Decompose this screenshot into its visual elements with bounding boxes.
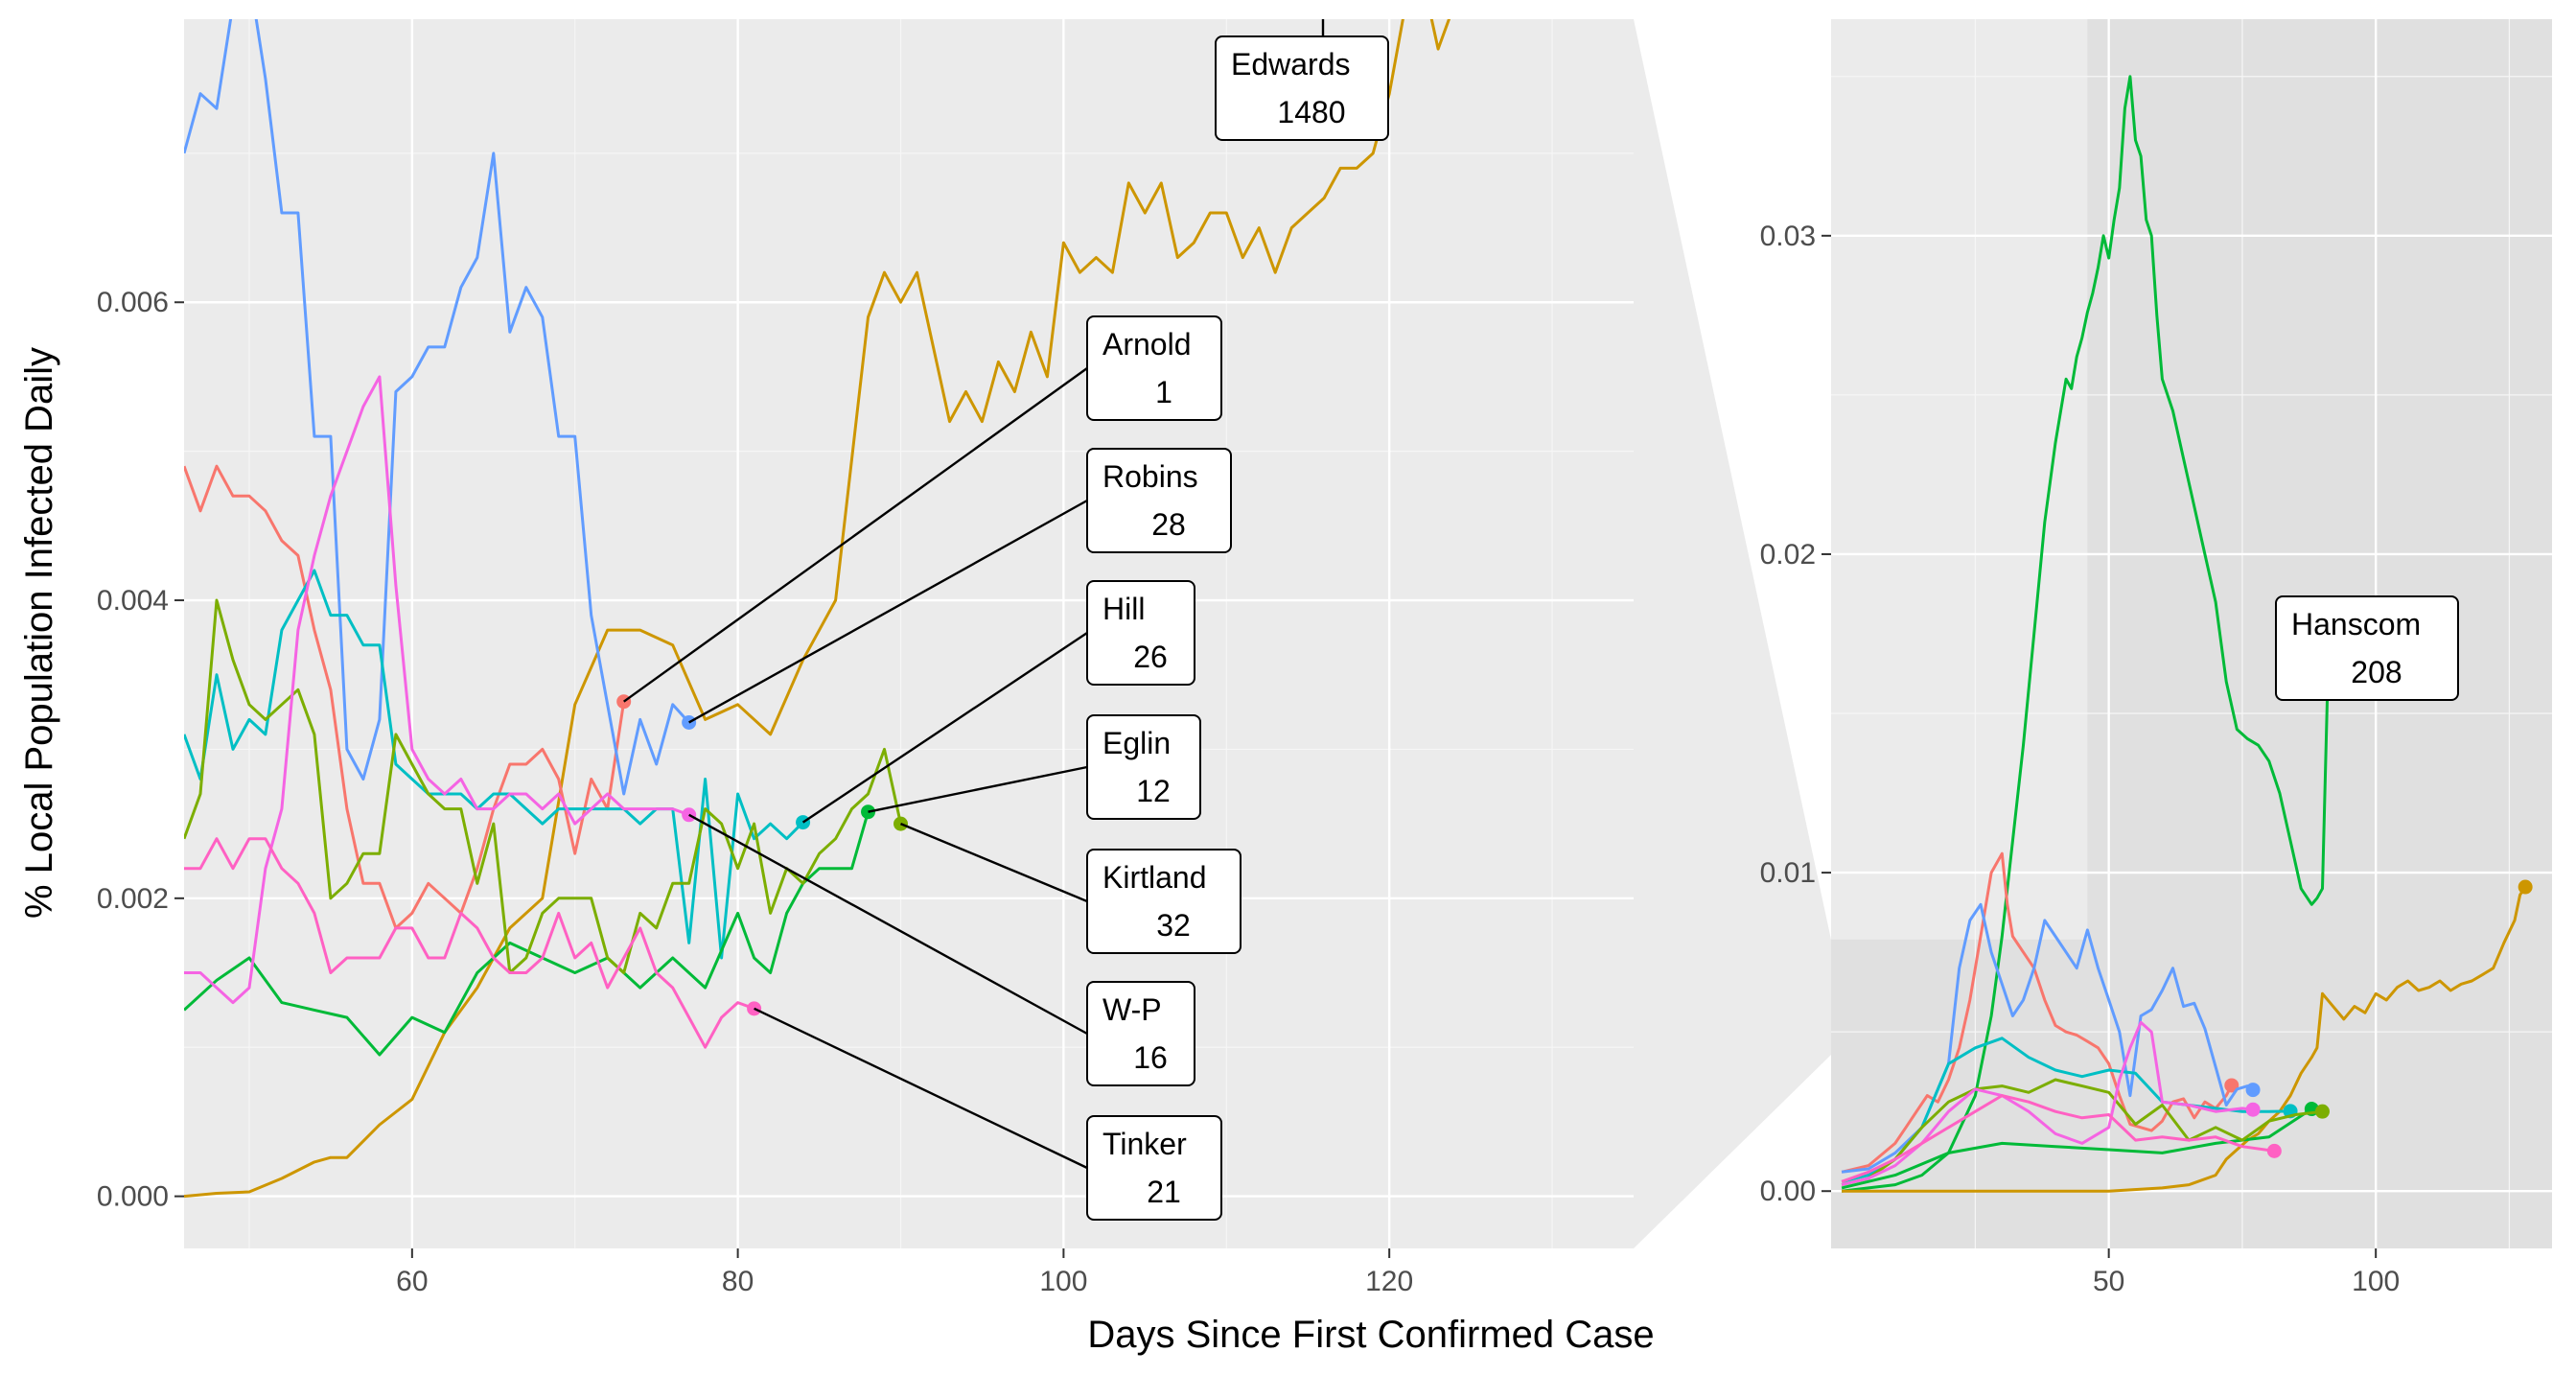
callout-name-hill: Hill (1102, 592, 1145, 626)
zoom-band-horizontal (1831, 939, 2552, 1248)
callout-box-eglin (1086, 714, 1201, 820)
x-axis-title: Days Since First Confirmed Case (1087, 1314, 1654, 1356)
callout-value-w-p: 16 (1133, 1040, 1168, 1075)
y-tick-label: 0.03 (1760, 221, 1816, 252)
callout-name-arnold: Arnold (1102, 327, 1192, 361)
series-end-point-robins (2245, 1083, 2261, 1098)
series-end-point-kirtland (2314, 1104, 2330, 1119)
callout-box-hanscom (2275, 595, 2459, 701)
series-line-eglin (184, 811, 870, 1057)
callout-name-tinker: Tinker (1102, 1127, 1187, 1161)
series-line-kirtland (1841, 1078, 2323, 1187)
series-line-w-p (1841, 1020, 2254, 1187)
overview-zoom-region (1831, 19, 2552, 1248)
callout-box-edwards (1215, 35, 1389, 141)
callout-connector-eglin (868, 765, 1088, 813)
series-end-point-arnold (2224, 1078, 2239, 1093)
overview-panel-axes: 50 100 0.00 0.01 0.02 0.03 (1760, 221, 2401, 1297)
callout-name-w-p: W-P (1102, 992, 1162, 1027)
callout-box-arnold (1086, 315, 1222, 421)
zoomed-panel-grid (184, 19, 1634, 1248)
zoomed-panel-callouts: Edwards 1480 Arnold 1 Robins 28 Hill 26 Eglin 12 K… (622, 19, 1389, 1221)
x-tick-label: 120 (1365, 1266, 1413, 1297)
callout-name-eglin: Eglin (1102, 726, 1171, 760)
overview-panel-callouts: Hanscom 208 (2275, 595, 2459, 701)
series-line-edwards (1842, 886, 2527, 1193)
callout-box-robins (1086, 448, 1232, 553)
series-line-robins (1841, 902, 2254, 1174)
callout-value-kirtland: 32 (1156, 908, 1191, 943)
callout-box-tinker (1086, 1115, 1222, 1221)
zoom-connector (1634, 19, 1831, 1248)
callout-value-hanscom: 208 (2351, 655, 2402, 689)
series-line-w-p (184, 375, 690, 1005)
callout-name-hanscom: Hanscom (2291, 607, 2421, 641)
callout-box-hill (1086, 580, 1195, 686)
overview-panel: Hanscom 208 50 100 0.00 0.01 0.02 0.03 (1760, 19, 2552, 1297)
series-end-point-edwards (2518, 879, 2533, 895)
y-tick-label: 0.002 (97, 883, 169, 915)
series-line-hanscom (1841, 75, 2330, 1193)
series-end-point-tinker (2266, 1143, 2282, 1158)
y-axis-title: % Local Population Infected Daily (18, 347, 60, 919)
series-end-point-w-p (2245, 1102, 2261, 1117)
callout-value-hill: 26 (1133, 640, 1168, 674)
x-tick-label: 100 (1039, 1266, 1087, 1297)
callout-name-kirtland: Kirtland (1102, 860, 1207, 895)
x-tick-label: 50 (2093, 1266, 2124, 1297)
callout-value-robins: 28 (1151, 507, 1186, 542)
series-line-tinker (184, 837, 755, 1049)
callout-connector-kirtland (900, 823, 1088, 903)
y-tick-label: 0.00 (1760, 1176, 1816, 1207)
y-tick-label: 0.01 (1760, 857, 1816, 889)
series-line-kirtland (184, 598, 902, 974)
callout-name-robins: Robins (1102, 459, 1198, 494)
callout-connector-robins (688, 499, 1088, 724)
callout-box-kirtland (1086, 849, 1242, 954)
callout-connector-arnold (622, 367, 1088, 703)
zoomed-panel-axes: 60 80 100 120 0.000 0.002 0.004 0.006 (97, 287, 1413, 1297)
callout-value-edwards: 1480 (1277, 95, 1345, 129)
series-line-arnold (1841, 851, 2234, 1174)
series-line-robins (184, 19, 690, 796)
callout-value-tinker: 21 (1147, 1175, 1181, 1209)
y-tick-label: 0.006 (97, 287, 169, 318)
callout-connector-w-p (688, 813, 1088, 1036)
series-line-tinker (1841, 1094, 2275, 1183)
series-line-arnold (184, 464, 626, 930)
y-tick-label: 0.004 (97, 585, 169, 617)
y-tick-label: 0.02 (1760, 539, 1816, 571)
overview-panel-series (1841, 75, 2533, 1193)
callout-value-eglin: 12 (1136, 774, 1171, 808)
zoomed-panel: Edwards 1480 Arnold 1 Robins 28 Hill 26 Eglin 12 K… (97, 19, 1634, 1297)
series-line-edwards (184, 19, 1451, 1199)
x-tick-label: 60 (396, 1266, 428, 1297)
callout-name-edwards: Edwards (1231, 47, 1351, 82)
x-tick-label: 80 (722, 1266, 754, 1297)
x-tick-label: 100 (2352, 1266, 2400, 1297)
callout-box-w-p (1086, 981, 1195, 1086)
callout-value-arnold: 1 (1155, 375, 1172, 409)
callout-connector-hill (801, 632, 1088, 824)
callout-connector-tinker (754, 1007, 1088, 1170)
y-tick-label: 0.000 (97, 1181, 169, 1213)
